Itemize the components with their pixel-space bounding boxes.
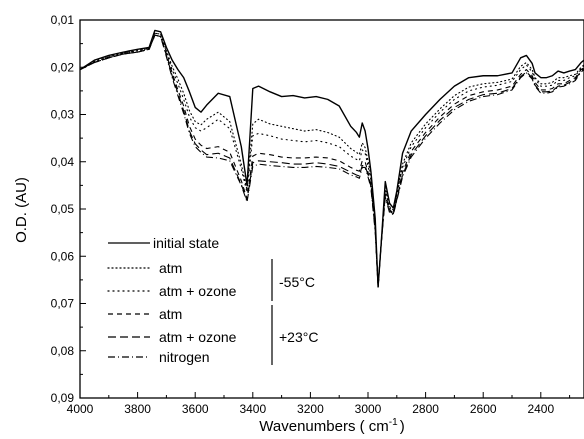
x-tick-label: 3000: [355, 402, 382, 416]
ticks-layer: 4000 3800 3600 3400 3200 3000 2800 2600 2400 0,01…: [51, 13, 571, 416]
x-tick-label: 2800: [412, 402, 439, 416]
legend: initial state atm atm + ozone atm atm + …: [107, 235, 318, 365]
series-line-1: [80, 32, 584, 288]
x-axis-title-main: Wavenumbers ( cm: [259, 418, 388, 435]
y-tick-label: 0,02: [51, 60, 75, 74]
legend-group-label-cold: -55°C: [279, 274, 315, 290]
legend-group-label-warm: +23°C: [279, 329, 318, 345]
legend-label-atm-ozone-cold: atm + ozone: [159, 283, 237, 299]
y-tick-label: 0,03: [51, 108, 75, 122]
x-tick-label: 3600: [182, 402, 209, 416]
y-tick-label: 0,06: [51, 249, 75, 263]
legend-label-atm-cold: atm: [159, 260, 182, 276]
series-line-4: [80, 34, 584, 288]
y-axis-title: O.D. (AU): [13, 177, 30, 243]
legend-label-atm-warm: atm: [159, 306, 182, 322]
x-tick-label: 2400: [527, 402, 554, 416]
plot-frame: [79, 19, 584, 399]
legend-label-nitrogen: nitrogen: [159, 349, 210, 365]
x-tick-label: 3800: [124, 402, 151, 416]
y-tick-label: 0,09: [51, 391, 75, 405]
x-tick-label: 4000: [67, 402, 94, 416]
legend-label-initial-state: initial state: [153, 235, 219, 251]
x-tick-label: 3400: [239, 402, 266, 416]
x-tick-label: 3200: [297, 402, 324, 416]
x-axis-title-superscript: -1: [389, 417, 398, 428]
y-tick-label: 0,01: [51, 13, 75, 27]
y-tick-label: 0,07: [51, 297, 75, 311]
series-line-3: [80, 34, 584, 288]
x-axis-title: Wavenumbers ( cm-1): [259, 417, 404, 435]
y-tick-label: 0,05: [51, 202, 75, 216]
y-tick-label: 0,04: [51, 155, 75, 169]
series-line-5: [80, 34, 584, 288]
x-tick-label: 2600: [470, 402, 497, 416]
series-layer: [80, 29, 584, 288]
series-line-2: [80, 32, 584, 288]
series-line-0: [80, 29, 584, 288]
x-axis-title-suffix: ): [400, 418, 405, 435]
legend-label-atm-ozone-warm: atm + ozone: [159, 329, 237, 345]
y-tick-label: 0,08: [51, 344, 75, 358]
